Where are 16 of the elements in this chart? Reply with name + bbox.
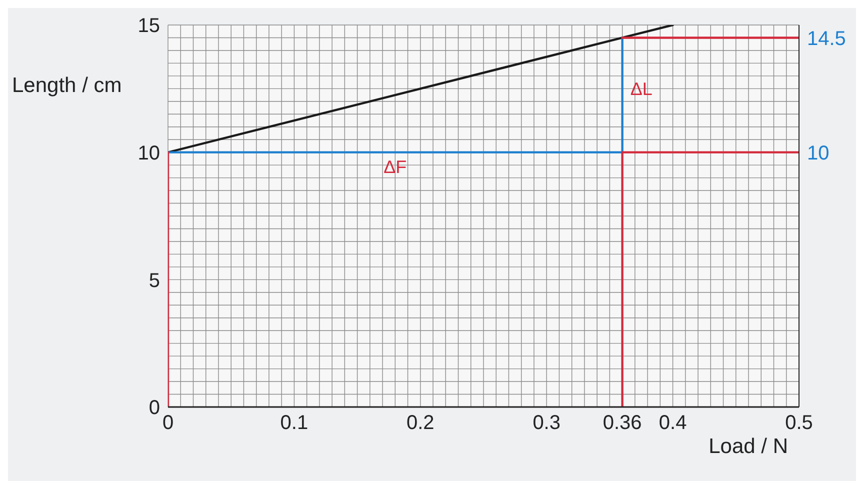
x-tick-label: 0.3 [532,412,561,434]
annotation: ΔF [384,157,407,178]
x-tick-label: 0.5 [785,412,813,434]
x-tick-label: 0.1 [280,412,308,434]
y-tick-label: 10 [138,142,160,164]
y-tick-label: 5 [148,270,160,292]
y-axis-title: Length / cm [12,74,122,98]
y-tick-label: 0 [148,397,160,420]
y2-tick-label: 10 [807,142,830,164]
annotation: ΔL [630,79,652,100]
x-tick-label: 0.36 [602,412,642,434]
x-axis-title: Load / N [708,435,788,459]
y2-tick-label: 14.5 [807,28,846,50]
x-tick-label: 0.4 [658,412,687,434]
x-tick-label: 0.2 [406,412,434,434]
y-tick-label: 15 [138,15,160,38]
